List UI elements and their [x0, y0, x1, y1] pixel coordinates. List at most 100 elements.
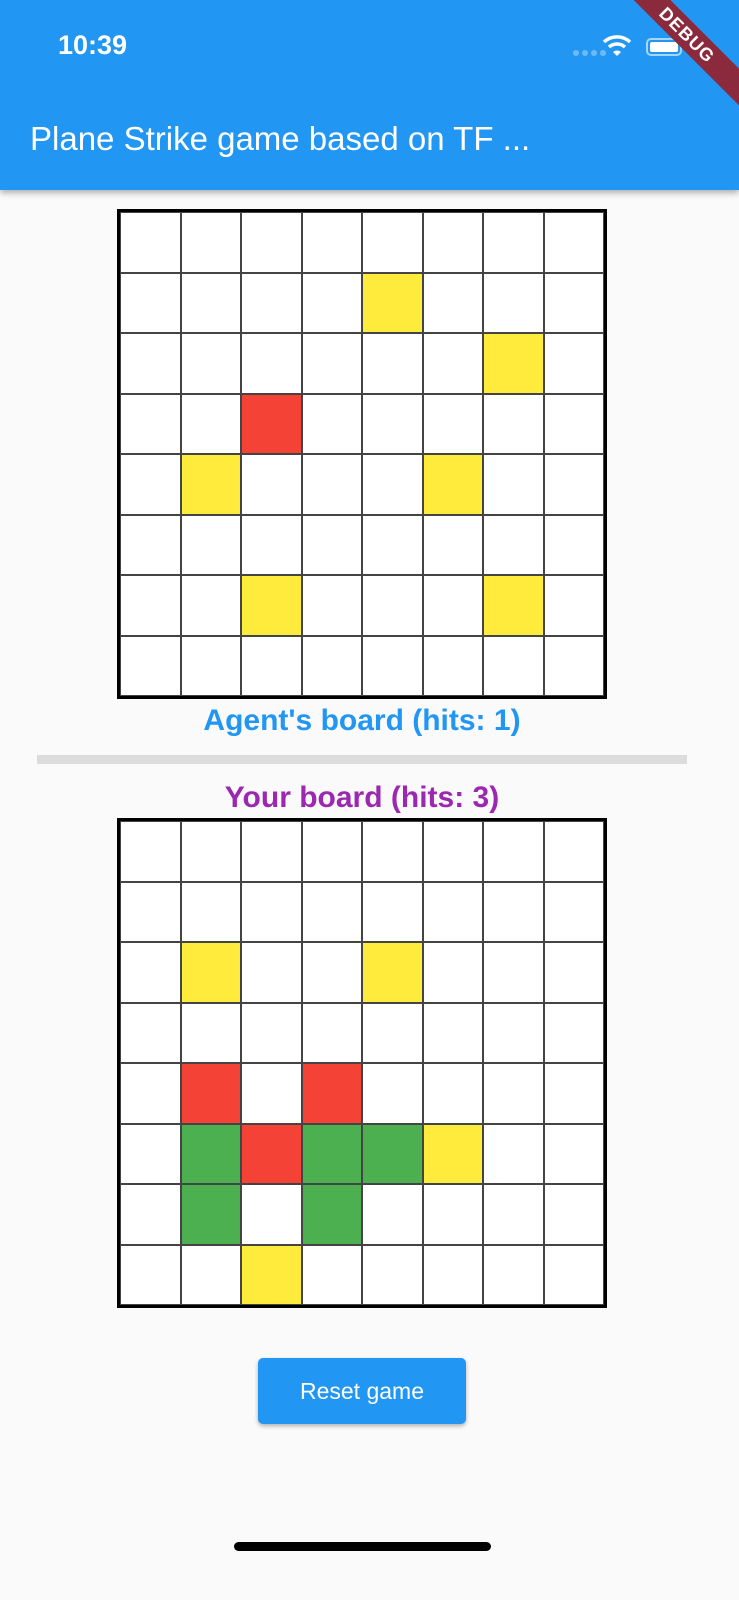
board-cell-r5-c0[interactable]	[120, 514, 181, 575]
board-cell-r3-c0[interactable]	[120, 393, 181, 454]
board-cell-r6-c4[interactable]	[362, 575, 423, 636]
your-board	[117, 818, 607, 1308]
board-cell-r3-c3	[301, 1002, 362, 1063]
board-cell-r7-c3[interactable]	[301, 635, 362, 696]
board-cell-r3-c0	[120, 1002, 181, 1063]
board-cell-r6-c6[interactable]	[483, 575, 544, 636]
board-cell-r5-c1	[180, 1123, 241, 1184]
board-cell-r7-c5[interactable]	[422, 635, 483, 696]
status-time: 10:39	[58, 30, 128, 60]
board-cell-r5-c2[interactable]	[241, 514, 302, 575]
board-cell-r4-c5	[422, 1063, 483, 1124]
board-cell-r1-c0[interactable]	[120, 272, 181, 333]
board-cell-r0-c0	[120, 821, 181, 882]
board-cell-r4-c0[interactable]	[120, 454, 181, 515]
page-title: Plane Strike game based on TF ...	[30, 120, 531, 157]
board-cell-r0-c1[interactable]	[180, 212, 241, 273]
board-cell-r1-c5[interactable]	[422, 272, 483, 333]
board-cell-r4-c6[interactable]	[483, 454, 544, 515]
home-indicator[interactable]	[234, 1542, 491, 1551]
board-cell-r2-c7	[543, 942, 604, 1003]
board-cell-r7-c7[interactable]	[543, 635, 604, 696]
board-cell-r5-c1[interactable]	[180, 514, 241, 575]
board-cell-r6-c0[interactable]	[120, 575, 181, 636]
board-cell-r2-c4[interactable]	[362, 333, 423, 394]
board-cell-r6-c3[interactable]	[301, 575, 362, 636]
board-cell-r1-c3[interactable]	[301, 272, 362, 333]
board-cell-r4-c7[interactable]	[543, 454, 604, 515]
board-cell-r3-c5	[422, 1002, 483, 1063]
board-cell-r4-c2[interactable]	[241, 454, 302, 515]
board-cell-r4-c5[interactable]	[422, 454, 483, 515]
board-cell-r6-c0	[120, 1184, 181, 1245]
board-cell-r3-c3[interactable]	[301, 393, 362, 454]
board-cell-r3-c2[interactable]	[241, 393, 302, 454]
board-cell-r7-c0	[120, 1244, 181, 1305]
board-cell-r2-c3[interactable]	[301, 333, 362, 394]
board-cell-r0-c1	[180, 821, 241, 882]
board-cell-r2-c1[interactable]	[180, 333, 241, 394]
board-cell-r3-c5[interactable]	[422, 393, 483, 454]
board-cell-r1-c6[interactable]	[483, 272, 544, 333]
board-cell-r3-c1[interactable]	[180, 393, 241, 454]
board-cell-r1-c7[interactable]	[543, 272, 604, 333]
board-cell-r7-c2	[241, 1244, 302, 1305]
divider	[37, 755, 687, 764]
board-cell-r7-c1	[180, 1244, 241, 1305]
board-cell-r7-c4[interactable]	[362, 635, 423, 696]
board-cell-r5-c0	[120, 1123, 181, 1184]
board-cell-r5-c4[interactable]	[362, 514, 423, 575]
board-cell-r2-c2[interactable]	[241, 333, 302, 394]
board-cell-r3-c4[interactable]	[362, 393, 423, 454]
board-cell-r7-c1[interactable]	[180, 635, 241, 696]
board-cell-r2-c5[interactable]	[422, 333, 483, 394]
board-cell-r7-c0[interactable]	[120, 635, 181, 696]
board-cell-r4-c1[interactable]	[180, 454, 241, 515]
board-cell-r0-c6[interactable]	[483, 212, 544, 273]
board-cell-r1-c4[interactable]	[362, 272, 423, 333]
board-cell-r0-c7[interactable]	[543, 212, 604, 273]
board-cell-r5-c7[interactable]	[543, 514, 604, 575]
board-cell-r4-c6	[483, 1063, 544, 1124]
board-cell-r6-c5[interactable]	[422, 575, 483, 636]
board-cell-r2-c6[interactable]	[483, 333, 544, 394]
board-cell-r0-c4[interactable]	[362, 212, 423, 273]
board-cell-r0-c3[interactable]	[301, 212, 362, 273]
board-cell-r6-c4	[362, 1184, 423, 1245]
board-cell-r6-c2[interactable]	[241, 575, 302, 636]
board-cell-r1-c2[interactable]	[241, 272, 302, 333]
app-bar: 10:39 Plane Strike game based on TF ...	[0, 0, 739, 190]
board-cell-r0-c0[interactable]	[120, 212, 181, 273]
board-cell-r5-c5[interactable]	[422, 514, 483, 575]
reset-game-button[interactable]: Reset game	[258, 1358, 466, 1424]
board-cell-r7-c2[interactable]	[241, 635, 302, 696]
board-cell-r4-c3[interactable]	[301, 454, 362, 515]
board-cell-r5-c3[interactable]	[301, 514, 362, 575]
board-cell-r3-c2	[241, 1002, 302, 1063]
board-cell-r2-c0[interactable]	[120, 333, 181, 394]
board-cell-r2-c7[interactable]	[543, 333, 604, 394]
board-cell-r4-c4	[362, 1063, 423, 1124]
board-cell-r5-c6[interactable]	[483, 514, 544, 575]
board-cell-r6-c7[interactable]	[543, 575, 604, 636]
board-cell-r0-c5[interactable]	[422, 212, 483, 273]
board-cell-r1-c1	[180, 881, 241, 942]
board-cell-r4-c4[interactable]	[362, 454, 423, 515]
board-cell-r2-c5	[422, 942, 483, 1003]
board-cell-r7-c6	[483, 1244, 544, 1305]
board-cell-r3-c7[interactable]	[543, 393, 604, 454]
board-cell-r0-c3	[301, 821, 362, 882]
board-cell-r2-c1	[180, 942, 241, 1003]
board-cell-r6-c1[interactable]	[180, 575, 241, 636]
board-cell-r4-c0	[120, 1063, 181, 1124]
board-cell-r1-c6	[483, 881, 544, 942]
board-cell-r4-c1	[180, 1063, 241, 1124]
agent-board[interactable]	[117, 209, 607, 699]
board-cell-r3-c1	[180, 1002, 241, 1063]
board-cell-r0-c2[interactable]	[241, 212, 302, 273]
board-cell-r3-c6[interactable]	[483, 393, 544, 454]
board-cell-r1-c1[interactable]	[180, 272, 241, 333]
board-cell-r4-c3	[301, 1063, 362, 1124]
board-cell-r7-c6[interactable]	[483, 635, 544, 696]
board-cell-r3-c7	[543, 1002, 604, 1063]
